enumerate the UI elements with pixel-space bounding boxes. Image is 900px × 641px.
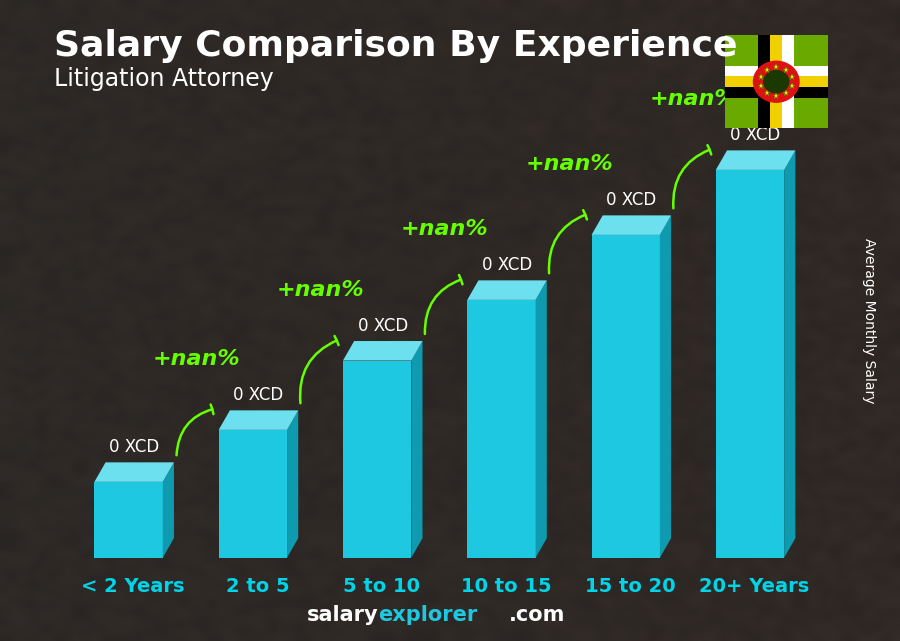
Bar bbox=[770, 35, 782, 128]
Text: +nan%: +nan% bbox=[277, 280, 364, 300]
Bar bbox=[759, 35, 770, 128]
Text: 0 XCD: 0 XCD bbox=[357, 317, 408, 335]
Text: explorer: explorer bbox=[378, 605, 477, 625]
Text: Salary Comparison By Experience: Salary Comparison By Experience bbox=[54, 29, 737, 63]
Polygon shape bbox=[343, 360, 411, 558]
Polygon shape bbox=[94, 482, 163, 558]
Bar bbox=[724, 87, 828, 98]
Polygon shape bbox=[660, 215, 671, 558]
Polygon shape bbox=[287, 410, 298, 558]
Circle shape bbox=[753, 62, 799, 102]
Polygon shape bbox=[219, 430, 287, 558]
Bar bbox=[782, 35, 794, 128]
Text: .com: .com bbox=[508, 605, 565, 625]
Text: 0 XCD: 0 XCD bbox=[233, 386, 284, 404]
Polygon shape bbox=[784, 151, 796, 558]
Polygon shape bbox=[94, 462, 174, 482]
Circle shape bbox=[764, 71, 788, 93]
Polygon shape bbox=[343, 341, 422, 360]
Polygon shape bbox=[716, 170, 784, 558]
Text: 2 to 5: 2 to 5 bbox=[226, 577, 289, 596]
Text: Litigation Attorney: Litigation Attorney bbox=[54, 67, 274, 91]
Text: 20+ Years: 20+ Years bbox=[699, 577, 810, 596]
FancyArrowPatch shape bbox=[673, 145, 711, 208]
Text: 0 XCD: 0 XCD bbox=[482, 256, 532, 274]
Text: +nan%: +nan% bbox=[650, 89, 737, 109]
Text: < 2 Years: < 2 Years bbox=[81, 577, 184, 596]
Polygon shape bbox=[591, 235, 660, 558]
Polygon shape bbox=[411, 341, 422, 558]
Polygon shape bbox=[536, 280, 547, 558]
Text: Average Monthly Salary: Average Monthly Salary bbox=[861, 238, 876, 403]
Polygon shape bbox=[467, 300, 536, 558]
Polygon shape bbox=[467, 280, 547, 300]
Polygon shape bbox=[163, 462, 174, 558]
Text: 15 to 20: 15 to 20 bbox=[585, 577, 676, 596]
Text: 0 XCD: 0 XCD bbox=[109, 438, 159, 456]
FancyArrowPatch shape bbox=[549, 210, 587, 273]
Text: 5 to 10: 5 to 10 bbox=[343, 577, 420, 596]
FancyArrowPatch shape bbox=[300, 336, 338, 403]
Polygon shape bbox=[219, 410, 298, 430]
Polygon shape bbox=[716, 151, 796, 170]
Polygon shape bbox=[591, 215, 671, 235]
Text: salary: salary bbox=[306, 605, 378, 625]
Text: 10 to 15: 10 to 15 bbox=[461, 577, 551, 596]
FancyArrowPatch shape bbox=[425, 275, 463, 334]
Text: +nan%: +nan% bbox=[152, 349, 240, 369]
Text: +nan%: +nan% bbox=[401, 219, 489, 239]
Bar bbox=[724, 76, 828, 87]
Polygon shape bbox=[724, 35, 828, 128]
Bar bbox=[724, 65, 828, 76]
Text: +nan%: +nan% bbox=[526, 154, 613, 174]
FancyArrowPatch shape bbox=[176, 404, 213, 455]
Text: 0 XCD: 0 XCD bbox=[731, 126, 780, 144]
Text: 0 XCD: 0 XCD bbox=[607, 191, 656, 209]
